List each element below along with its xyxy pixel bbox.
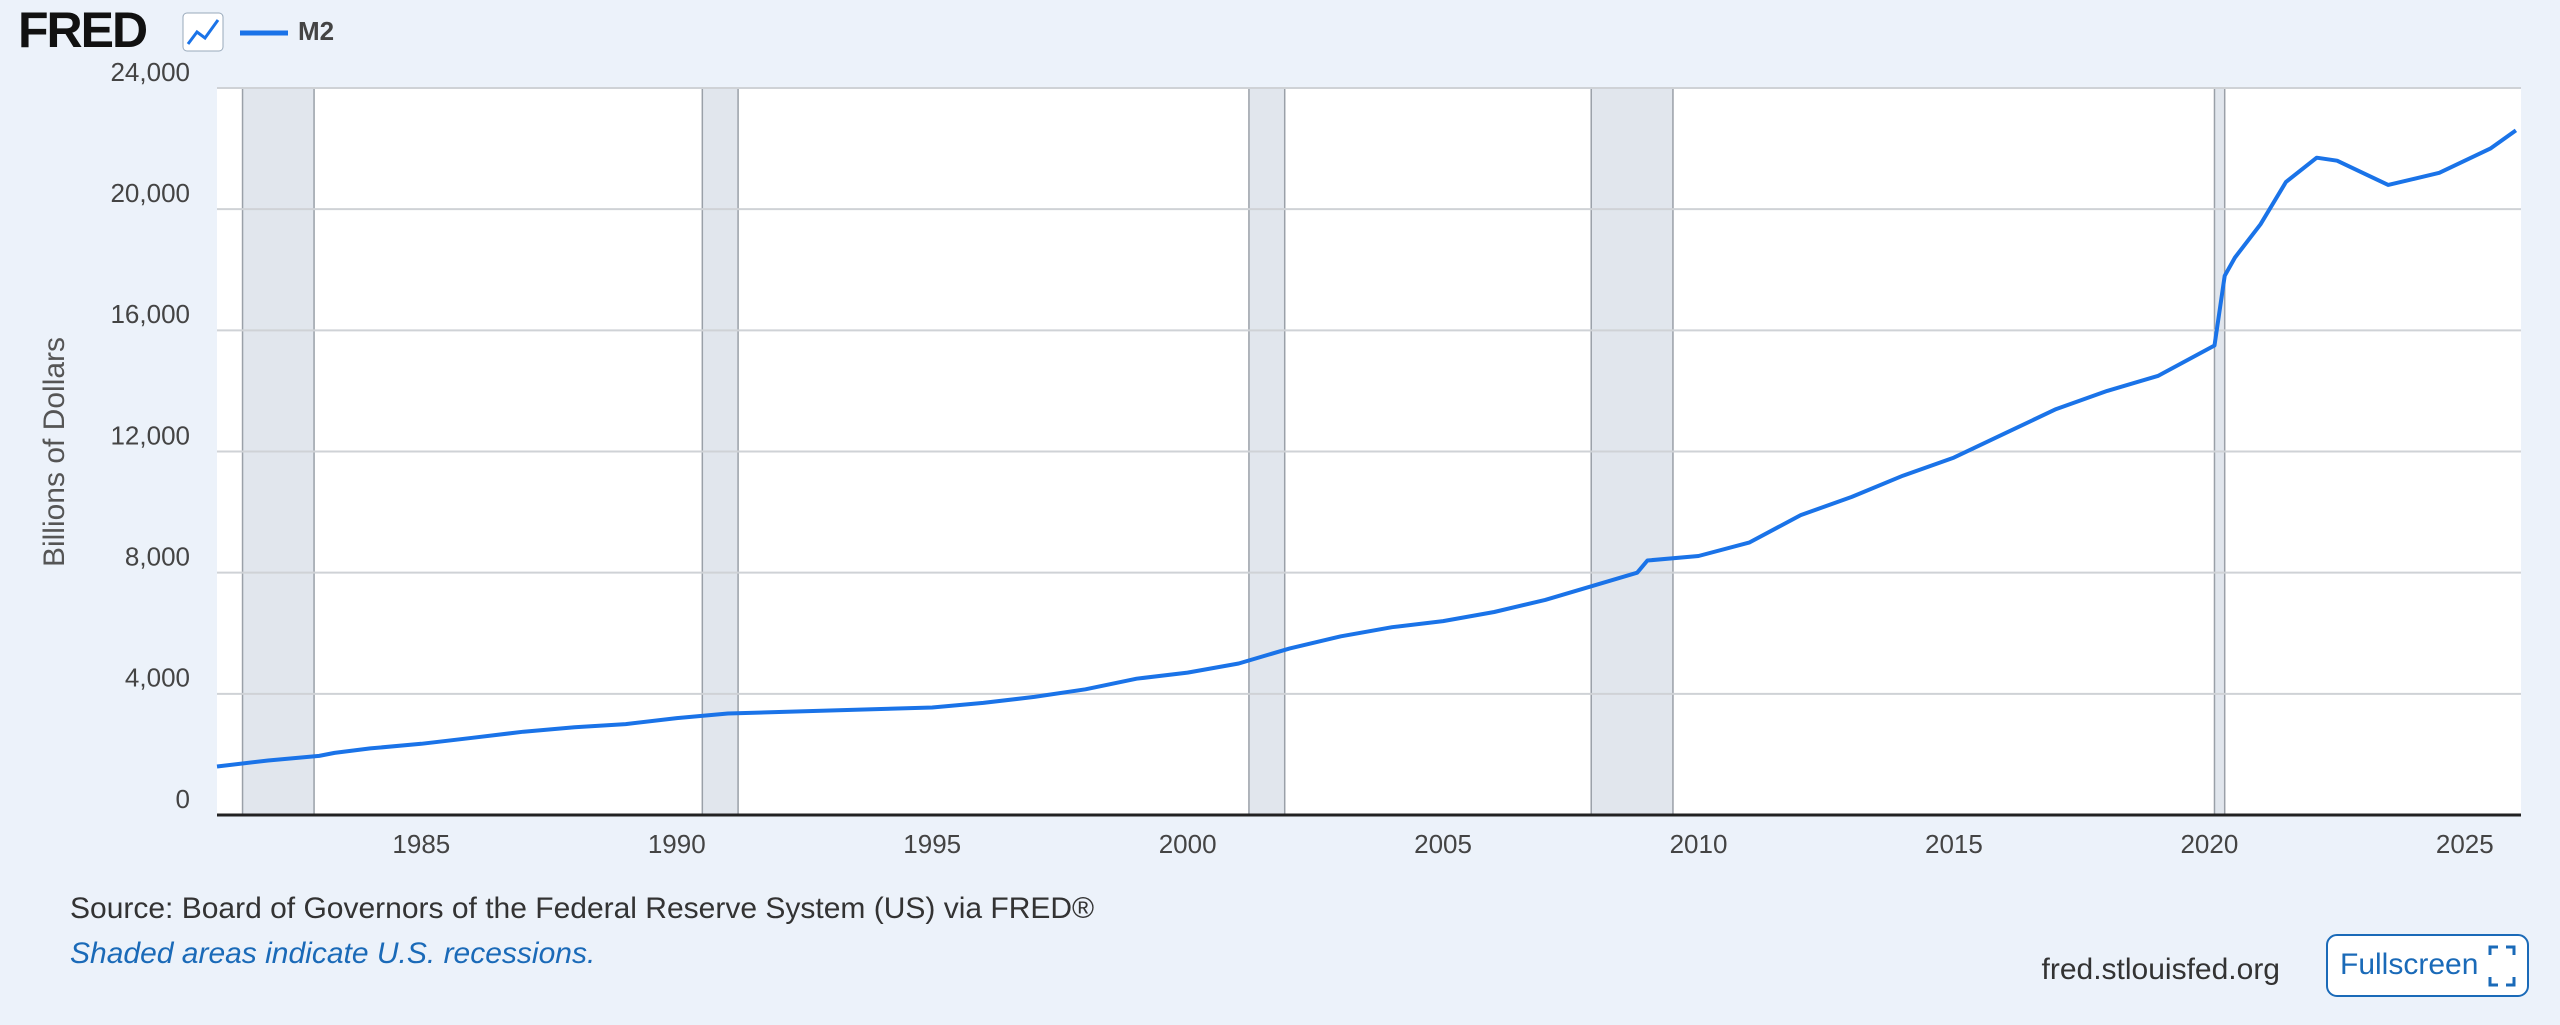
logo-icon — [182, 12, 224, 52]
y-tick-label: 0 — [176, 784, 190, 814]
y-tick-label: 8,000 — [125, 542, 190, 572]
series-line — [216, 128, 2518, 769]
x-tick-label: 2015 — [1925, 829, 1983, 859]
y-tick-label: 4,000 — [125, 663, 190, 693]
logo: FRED — [18, 2, 147, 58]
button-box[interactable] — [2326, 934, 2529, 997]
button-label[interactable]: Fullscreen — [2340, 948, 2478, 981]
x-tick-label: 2025 — [2436, 829, 2494, 859]
note: Shaded areas indicate U.S. recessions. — [70, 937, 595, 970]
fullscreen-button[interactable]: Fullscreen — [2326, 934, 2529, 997]
button-icon[interactable] — [2488, 945, 2516, 987]
y-tick-label: 24,000 — [110, 57, 190, 87]
legend-label: M2 — [298, 16, 334, 46]
y-axis-title: Billions of Dollars — [38, 337, 71, 567]
y-tick-label: 16,000 — [110, 299, 190, 329]
x-tick-label: 2020 — [2180, 829, 2238, 859]
source: Source: Board of Governors of the Federa… — [70, 892, 1094, 925]
y-tick-label: 20,000 — [110, 178, 190, 208]
x-tick-label: 2010 — [1670, 829, 1728, 859]
site-link[interactable]: fred.stlouisfed.org — [2042, 953, 2280, 986]
x-tick-label: 2000 — [1159, 829, 1217, 859]
x-tick-label: 2005 — [1414, 829, 1472, 859]
logo-icon-line — [186, 19, 220, 45]
x-tick-label: 1990 — [648, 829, 706, 859]
x-tick-label: 1995 — [903, 829, 961, 859]
y-tick-label: 12,000 — [110, 420, 190, 450]
x-tick-label: 1985 — [392, 829, 450, 859]
